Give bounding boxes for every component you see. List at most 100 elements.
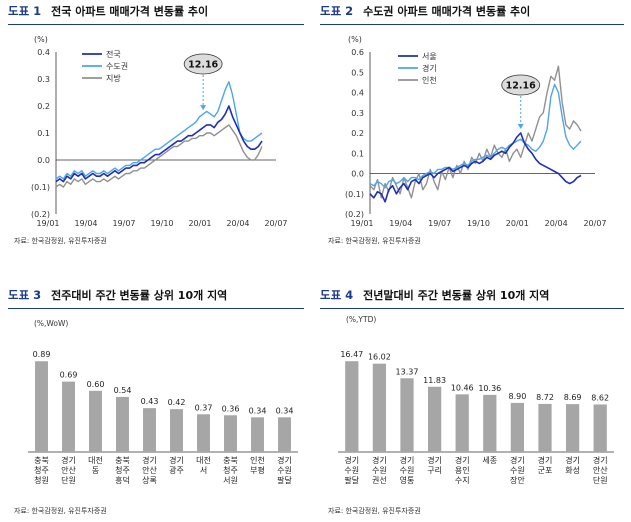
annotation-bubble xyxy=(183,53,223,75)
y-axis-unit: (%) xyxy=(348,35,362,44)
figure-title: 전국 아파트 매매가격 변동률 추이 xyxy=(51,5,209,18)
series-line-2 xyxy=(369,83,582,189)
category-label: 충북 청주 청원 xyxy=(34,456,49,485)
figure-number: 도표 4 xyxy=(320,288,354,302)
bar-chart-ytd: (%,YTD) 16.47 경기 수원 팔달 16.02 경기 수원 권선 13.37 경기 수원 영통… xyxy=(338,315,614,485)
y-tick-label: (0.2) xyxy=(31,210,50,219)
y-axis-unit: (%,WoW) xyxy=(34,319,68,328)
bar-value-label: 0.37 xyxy=(195,403,213,412)
category-label: 경기 안산 단원 xyxy=(593,455,608,485)
figure-header: 도표 4 전년말대비 주간 변동률 상위 10개 지역 xyxy=(320,284,549,306)
annotation-arrowhead xyxy=(200,105,207,111)
category-label: 경기 안산 단원 xyxy=(61,455,76,485)
x-tick-label: 19/07 xyxy=(112,219,135,228)
legend-label: 전국 xyxy=(106,49,121,59)
source-note: 자료: 한국감정원, 유진투자증권 xyxy=(328,507,421,515)
y-tick-label: 0.1 xyxy=(351,149,364,158)
header-rule xyxy=(8,308,304,309)
figure-number: 도표 1 xyxy=(8,4,42,18)
category-label: 충북 청주 흥덕 xyxy=(115,456,130,485)
bar xyxy=(345,361,359,452)
source-note: 자료: 한국감정원, 유진투자증권 xyxy=(328,237,421,245)
legend-label: 경기 xyxy=(422,63,437,73)
category-label: 경기 광주 xyxy=(169,455,184,475)
y-tick-label: 0.3 xyxy=(37,75,50,84)
bar-value-label: 16.47 xyxy=(340,350,363,359)
legend-label: 서울 xyxy=(422,52,437,61)
figure-header: 도표 3 전주대비 주간 변동률 상위 10개 지역 xyxy=(8,284,227,306)
x-tick-label: 20/01 xyxy=(188,219,211,228)
header-rule xyxy=(320,24,624,25)
line-chart-nationwide: (%) (0.2) (0.1) 0.0 0.1 0.2 0.3 0.4 19/01 19/04 19… xyxy=(31,35,288,228)
bar-value-label: 10.36 xyxy=(478,384,501,393)
y-tick-label: 0.6 xyxy=(351,48,364,57)
series-line-3 xyxy=(369,65,582,199)
y-tick-label: 0.1 xyxy=(37,129,50,138)
annotation-bubble xyxy=(501,74,541,96)
bar xyxy=(565,404,580,452)
bar xyxy=(455,394,469,452)
figure-title: 전주대비 주간 변동률 상위 10개 지역 xyxy=(51,289,228,302)
x-tick-label: 19/01 xyxy=(36,219,59,228)
bar xyxy=(400,378,414,452)
bar-value-label: 0.43 xyxy=(141,397,159,406)
y-tick-label: 0.4 xyxy=(37,48,50,57)
y-tick-label: 0.5 xyxy=(351,68,364,77)
x-tick-label: 20/04 xyxy=(545,219,568,228)
bar-chart-wow: (%,WoW) 0.89 충북 청주 청원 0.69 경기 안산 단원 0.60 대전 동 0.54 충북… xyxy=(28,319,298,485)
category-label: 세종 xyxy=(482,456,497,465)
figure-panel-4: 도표 4 전년말대비 주간 변동률 상위 10개 지역 (%,YTD) 16.47… xyxy=(316,284,631,522)
figure-header: 도표 1 전국 아파트 매매가격 변동률 추이 xyxy=(8,0,208,22)
category-label: 경기 구리 xyxy=(427,455,442,475)
bar-value-label: 0.36 xyxy=(222,404,240,413)
bar-value-label: 10.46 xyxy=(451,383,474,392)
x-tick-label: 19/04 xyxy=(389,219,412,228)
bar-value-label: 0.60 xyxy=(87,380,105,389)
bar-value-label: 13.37 xyxy=(396,367,419,376)
bar-value-label: 8.72 xyxy=(536,393,554,402)
bar xyxy=(224,415,237,452)
category-label: 대전 서 xyxy=(196,455,211,475)
bar xyxy=(35,361,48,452)
category-label: 경기 화성 xyxy=(565,455,580,475)
figure-panel-2: 도표 2 수도권 아파트 매매가격 변동률 추이 (%) (0.2) (0.1) 0.… xyxy=(316,0,631,255)
bar xyxy=(89,390,102,452)
category-label: 경기 안산 상록 xyxy=(142,455,157,485)
header-rule xyxy=(8,24,304,25)
category-label: 경기 수원 팔달 xyxy=(277,455,292,485)
bar-value-label: 8.62 xyxy=(591,393,609,402)
annotation-label: 12.16 xyxy=(188,60,218,71)
legend-label: 인천 xyxy=(422,75,437,85)
bar-value-label: 11.83 xyxy=(423,376,446,385)
figure-number: 도표 2 xyxy=(320,4,354,18)
legend-label: 수도권 xyxy=(106,61,128,71)
y-tick-label: 0.4 xyxy=(351,89,364,98)
y-tick-label: 0.2 xyxy=(351,129,364,138)
header-rule xyxy=(320,308,624,309)
bar-value-label: 8.90 xyxy=(508,392,526,401)
category-label: 인천 부평 xyxy=(250,455,265,475)
figure-title: 전년말대비 주간 변동률 상위 10개 지역 xyxy=(363,289,550,302)
bar-value-label: 16.02 xyxy=(368,353,391,362)
source-note: 자료: 한국감정원, 유진투자증권 xyxy=(14,237,107,245)
series-line-1 xyxy=(55,105,263,183)
bar xyxy=(278,417,291,452)
series-line-3 xyxy=(55,124,263,188)
category-label: 경기 수원 권선 xyxy=(372,455,387,485)
bar xyxy=(143,408,156,452)
bar-value-label: 0.69 xyxy=(60,371,78,380)
annotation-arrowhead xyxy=(517,124,524,129)
bar xyxy=(197,414,210,452)
figure-panel-1: 도표 1 전국 아파트 매매가격 변동률 추이 (%) (0.2) (0.1) 0.0… xyxy=(0,0,310,255)
x-tick-label: 19/04 xyxy=(74,219,97,228)
y-tick-label: (0.2) xyxy=(345,210,364,219)
bar-value-label: 0.42 xyxy=(168,398,186,407)
y-tick-label: 0.0 xyxy=(37,156,50,165)
x-tick-label: 19/10 xyxy=(150,219,173,228)
x-tick-label: 20/07 xyxy=(583,219,606,228)
y-tick-label: 0.2 xyxy=(37,102,50,111)
x-tick-label: 19/01 xyxy=(350,219,373,228)
x-tick-label: 19/10 xyxy=(467,219,490,228)
y-axis-unit: (%) xyxy=(34,35,48,44)
bar xyxy=(593,404,607,452)
